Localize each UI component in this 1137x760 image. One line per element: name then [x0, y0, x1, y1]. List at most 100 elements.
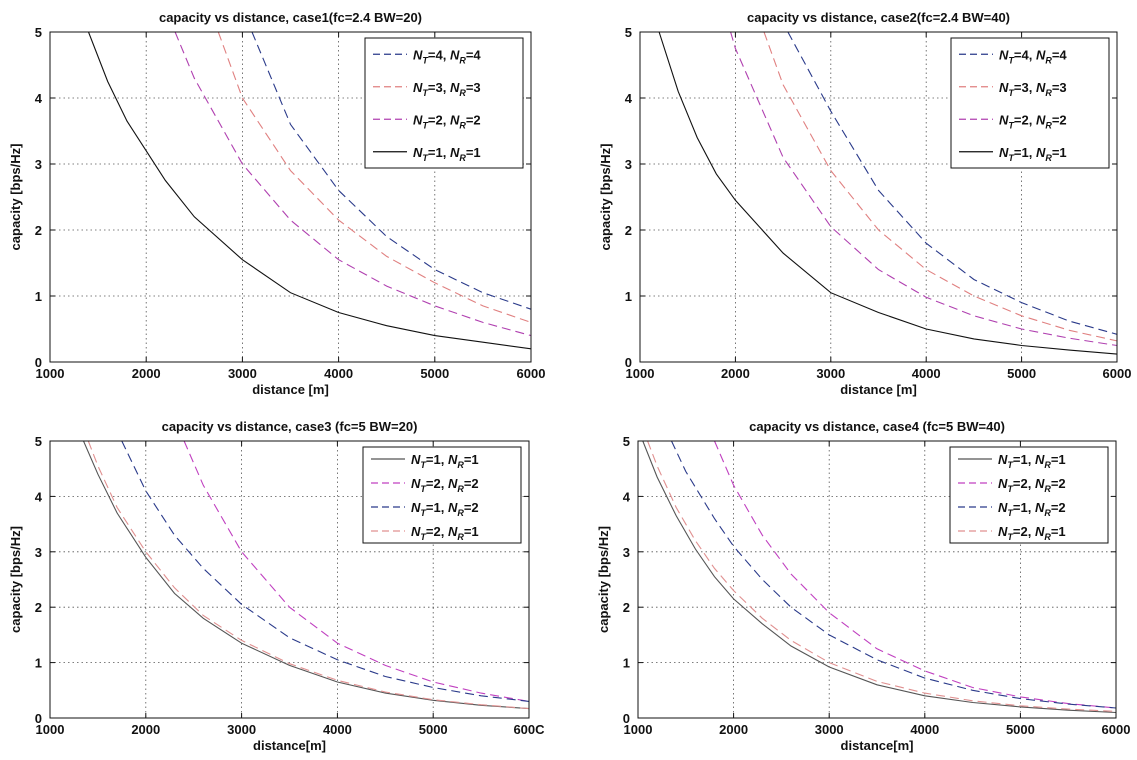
legend: NT=4, NR=4 NT=3, NR=3 NT=2, NR=2 NT=1, NR=1 — [950, 37, 1110, 169]
legend-box — [950, 37, 1110, 169]
series-line-4 — [658, 32, 1117, 355]
x-tick-label: 1000 — [36, 366, 65, 381]
legend-box — [364, 37, 524, 169]
y-tick-label: 3 — [35, 545, 42, 560]
y-tick-label: 0 — [35, 711, 42, 726]
y-tick-label: 1 — [625, 289, 632, 304]
series-group — [82, 441, 529, 710]
y-axis-label: capacity [bps/Hz] — [598, 144, 613, 251]
series-group — [658, 32, 1117, 355]
series-line-1 — [82, 441, 529, 710]
series-line-3 — [730, 32, 1117, 347]
y-tick-label: 2 — [625, 223, 632, 238]
legend-entry: NT=2, NR=2 — [998, 476, 1066, 494]
legend-entry: NT=1, NR=1 — [998, 452, 1066, 470]
x-axis-label: distance[m] — [253, 738, 326, 753]
legend-box — [362, 446, 522, 544]
y-tick-label: 3 — [625, 157, 632, 172]
series-line-2 — [217, 32, 531, 323]
series-line-3 — [121, 441, 529, 702]
legend-entry: NT=3, NR=3 — [999, 80, 1067, 98]
y-axis-label: capacity [bps/Hz] — [8, 526, 23, 633]
x-tick-label: 6000 — [1102, 722, 1131, 737]
legend-entry: NT=1, NR=2 — [998, 500, 1066, 518]
x-tick-label: 2000 — [132, 366, 161, 381]
x-tick-label: 4000 — [323, 722, 352, 737]
y-tick-label: 1 — [35, 289, 42, 304]
chart-title: capacity vs distance, case2(fc=2.4 BW=40… — [747, 10, 1010, 25]
legend-entry: NT=1, NR=2 — [411, 500, 479, 518]
y-tick-label: 3 — [623, 545, 630, 560]
y-tick-label: 2 — [35, 223, 42, 238]
x-tick-label: 1000 — [624, 722, 653, 737]
x-tick-label: 3000 — [815, 722, 844, 737]
legend-entry: NT=2, NR=1 — [411, 524, 479, 542]
legend-box — [949, 446, 1109, 544]
chart-case3: capacity vs distance, case3 (fc=5 BW=20)… — [8, 419, 545, 753]
legend-entry: NT=2, NR=1 — [998, 524, 1066, 542]
x-tick-label: 4000 — [912, 366, 941, 381]
series-line-1 — [642, 441, 1116, 714]
y-tick-label: 2 — [623, 600, 630, 615]
axes-frame — [639, 31, 1118, 363]
x-tick-label: 5000 — [1007, 366, 1036, 381]
x-axis-label: distance [m] — [252, 382, 329, 397]
y-tick-label: 3 — [35, 157, 42, 172]
axes-frame — [637, 440, 1117, 719]
chart-case2: capacity vs distance, case2(fc=2.4 BW=40… — [598, 10, 1131, 397]
series-line-1 — [251, 32, 531, 310]
legend-entry: NT=2, NR=2 — [413, 112, 481, 130]
x-tick-label: 2000 — [131, 722, 160, 737]
x-tick-label: 4000 — [324, 366, 353, 381]
legend-entry: NT=4, NR=4 — [413, 47, 481, 65]
y-tick-label: 4 — [35, 91, 43, 106]
x-tick-label: 5000 — [420, 366, 449, 381]
y-axis-label: capacity [bps/Hz] — [596, 526, 611, 633]
x-tick-label: 1000 — [626, 366, 655, 381]
series-line-2 — [713, 441, 1116, 709]
y-tick-label: 1 — [623, 656, 630, 671]
x-axis-label: distance [m] — [840, 382, 917, 397]
x-tick-label: 5000 — [1006, 722, 1035, 737]
legend: NT=4, NR=4 NT=3, NR=3 NT=2, NR=2 NT=1, NR=1 — [364, 37, 524, 169]
x-tick-label: 600C — [513, 722, 545, 737]
x-tick-label: 6000 — [517, 366, 546, 381]
y-tick-label: 5 — [625, 25, 632, 40]
x-tick-label: 1000 — [36, 722, 65, 737]
series-group — [642, 441, 1116, 714]
legend: NT=1, NR=1 NT=2, NR=2 NT=1, NR=2 NT=2, NR=1 — [362, 446, 522, 544]
series-line-3 — [671, 441, 1116, 709]
series-line-2 — [183, 441, 529, 702]
y-tick-label: 0 — [625, 355, 632, 370]
chart-title: capacity vs distance, case3 (fc=5 BW=20) — [162, 419, 418, 434]
axes-frame — [49, 31, 532, 363]
series-line-4 — [87, 32, 531, 350]
x-tick-label: 5000 — [419, 722, 448, 737]
y-tick-label: 1 — [35, 656, 42, 671]
x-tick-label: 3000 — [227, 722, 256, 737]
series-line-4 — [87, 441, 529, 710]
y-tick-label: 0 — [35, 355, 42, 370]
y-tick-label: 2 — [35, 600, 42, 615]
y-tick-label: 5 — [35, 25, 42, 40]
x-tick-label: 6000 — [1103, 366, 1132, 381]
x-axis-label: distance[m] — [841, 738, 914, 753]
y-tick-label: 4 — [625, 91, 633, 106]
y-tick-label: 5 — [623, 434, 630, 449]
legend-entry: NT=1, NR=1 — [999, 145, 1067, 163]
legend-entry: NT=2, NR=2 — [411, 476, 479, 494]
y-axis-label: capacity [bps/Hz] — [8, 144, 23, 251]
legend-entry: NT=2, NR=2 — [999, 112, 1067, 130]
legend-entry: NT=3, NR=3 — [413, 80, 481, 98]
y-tick-label: 4 — [623, 489, 631, 504]
legend-entry: NT=1, NR=1 — [413, 145, 481, 163]
series-line-3 — [174, 32, 531, 337]
y-tick-label: 5 — [35, 434, 42, 449]
x-tick-label: 3000 — [228, 366, 257, 381]
series-line-4 — [647, 441, 1116, 712]
legend-entry: NT=1, NR=1 — [411, 452, 479, 470]
chart-case1: capacity vs distance, case1(fc=2.4 BW=20… — [8, 10, 545, 397]
series-group — [87, 32, 531, 350]
series-line-1 — [787, 32, 1117, 335]
